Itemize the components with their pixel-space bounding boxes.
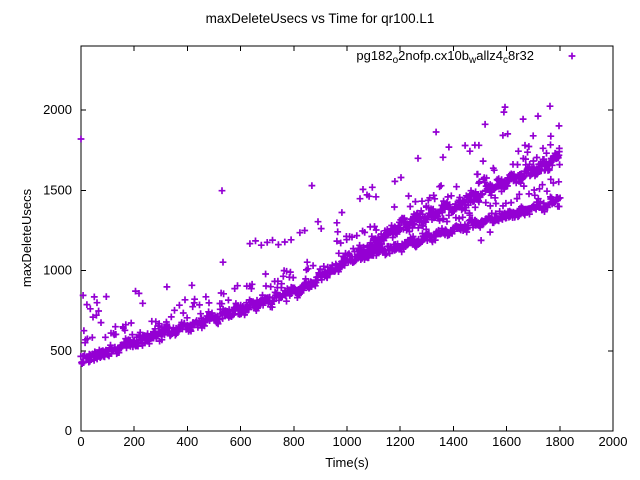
- axis-ticks: [80, 46, 614, 432]
- y-tick-labels: 0 500 1000 1500 2000: [43, 102, 72, 438]
- legend-key-marker: [568, 52, 576, 60]
- x-tick-label: 2000: [599, 434, 628, 449]
- series-points: [77, 102, 564, 367]
- y-tick-label: 1000: [43, 263, 72, 278]
- x-tick-label: 600: [230, 434, 252, 449]
- x-tick-label: 400: [177, 434, 199, 449]
- y-tick-label: 0: [65, 423, 72, 438]
- x-tick-labels: 0 200 400 600 800 1000 1200 1400 1600 1800 2000: [77, 434, 627, 449]
- chart-title: maxDeleteUsecs vs Time for qr100.L1: [206, 11, 435, 26]
- legend: pg182o2nofp.cx10bwallz4c8r32: [356, 48, 576, 66]
- x-axis-label: Time(s): [325, 455, 369, 470]
- x-tick-label: 1200: [386, 434, 415, 449]
- x-tick-label: 1800: [545, 434, 574, 449]
- x-tick-label: 1600: [492, 434, 521, 449]
- y-tick-label: 2000: [43, 102, 72, 117]
- x-tick-label: 1400: [439, 434, 468, 449]
- x-tick-label: 0: [77, 434, 84, 449]
- legend-label: pg182o2nofp.cx10bwallz4c8r32: [356, 48, 534, 66]
- scatter-points: [77, 102, 564, 367]
- x-tick-label: 800: [283, 434, 305, 449]
- y-tick-label: 500: [50, 343, 72, 358]
- x-tick-label: 200: [123, 434, 145, 449]
- y-axis-label: maxDeleteUsecs: [19, 188, 34, 287]
- x-tick-label: 1000: [333, 434, 362, 449]
- y-tick-label: 1500: [43, 182, 72, 197]
